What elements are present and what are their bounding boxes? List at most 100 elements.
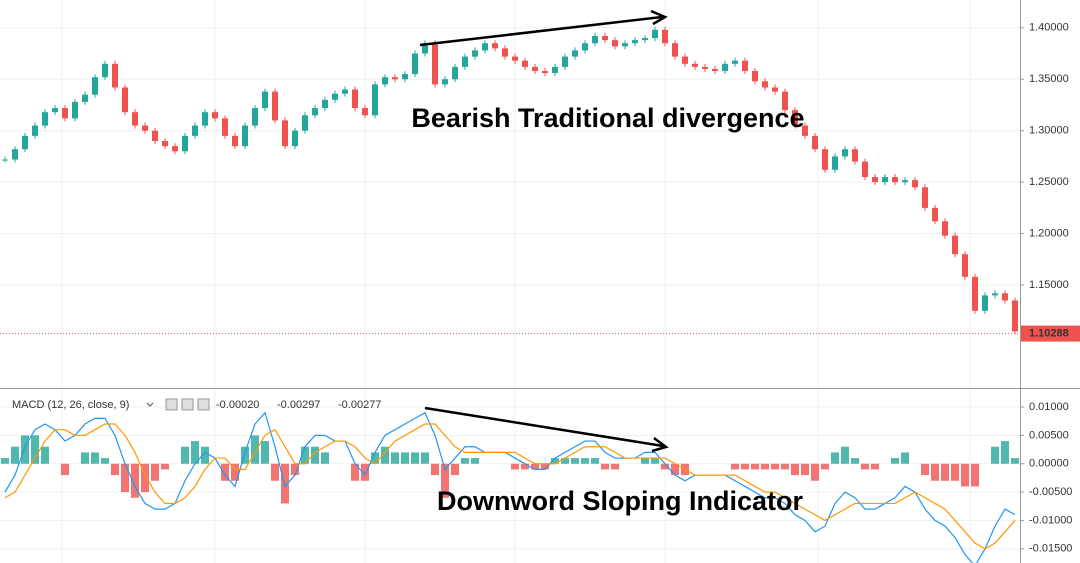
macd-line xyxy=(4,411,1016,563)
histogram-bar xyxy=(651,458,659,464)
histogram-bar xyxy=(811,463,819,481)
macd-title: MACD (12, 26, close, 9) xyxy=(12,399,129,411)
histogram-bar xyxy=(791,463,799,476)
candle-body xyxy=(772,87,778,92)
candle-body xyxy=(412,53,418,75)
histogram-bar xyxy=(421,452,429,464)
candle-body xyxy=(202,112,208,126)
candle-body xyxy=(342,89,348,94)
candle-body xyxy=(812,135,818,150)
candle-body xyxy=(422,43,428,54)
candle-body xyxy=(502,48,508,57)
candle-body xyxy=(822,149,828,170)
histogram-bar xyxy=(821,463,829,470)
candle-body xyxy=(302,115,308,131)
candle-body xyxy=(362,108,368,116)
candle-body xyxy=(1012,300,1018,332)
histogram-bar xyxy=(591,458,599,464)
candle-body xyxy=(222,118,228,136)
candle-body xyxy=(902,180,908,183)
candle-body xyxy=(742,60,748,72)
histogram-bar xyxy=(671,463,679,476)
candle-body xyxy=(12,149,18,160)
histogram-bar xyxy=(271,463,279,481)
candle-body xyxy=(952,235,958,255)
histogram-bar xyxy=(901,452,909,464)
histogram-bar xyxy=(41,446,49,464)
histogram-bar xyxy=(831,452,839,464)
candle-body xyxy=(402,74,408,80)
candle-body xyxy=(732,60,738,64)
candle-body xyxy=(232,135,238,147)
histogram-bar xyxy=(451,463,459,476)
histogram-bar xyxy=(991,446,999,464)
candle-body xyxy=(882,177,888,183)
histogram-bar xyxy=(561,458,569,464)
candle-body xyxy=(62,108,68,119)
candle-body xyxy=(242,125,248,147)
candle-body xyxy=(22,135,28,150)
candle-body xyxy=(922,187,928,208)
candle-body xyxy=(472,50,478,57)
candle-body xyxy=(832,156,838,170)
histogram-bar xyxy=(11,446,19,464)
candle-body xyxy=(162,140,168,147)
histogram-bar xyxy=(891,458,899,464)
histogram-bar xyxy=(101,458,109,464)
y-tick-label: 1.40000 xyxy=(1029,22,1069,34)
candle-body xyxy=(702,66,708,69)
histogram-bar xyxy=(531,463,539,470)
histogram-bar xyxy=(751,463,759,470)
settings-icon[interactable] xyxy=(165,398,178,411)
candle-body xyxy=(332,93,338,100)
close-icon[interactable] xyxy=(197,398,210,411)
histogram-bar xyxy=(391,452,399,464)
indicator-annotation: Downword Sloping Indicator xyxy=(437,486,803,516)
histogram-bar xyxy=(151,463,159,481)
histogram-bar xyxy=(201,446,209,464)
candle-body xyxy=(492,43,498,49)
candle-body xyxy=(962,254,968,277)
histogram-bar xyxy=(321,452,329,464)
candle-body xyxy=(762,81,768,88)
candle-body xyxy=(182,135,188,152)
signal-line xyxy=(4,423,1016,550)
histogram-bar xyxy=(611,463,619,470)
candle-body xyxy=(122,87,128,113)
histogram-bar xyxy=(601,463,609,470)
candle-body xyxy=(862,161,868,178)
histogram-bar xyxy=(761,463,769,470)
histogram-bar xyxy=(741,463,749,470)
format-icon[interactable] xyxy=(181,398,194,411)
candle-body xyxy=(602,36,608,41)
y-tick-label: 1.35000 xyxy=(1029,73,1069,85)
candle-body xyxy=(432,43,438,85)
candle-body xyxy=(152,130,158,141)
candle-body xyxy=(892,177,898,183)
histogram-bar xyxy=(131,463,139,498)
candle-body xyxy=(522,60,528,67)
candle-body xyxy=(292,130,298,147)
last-price-tag xyxy=(1021,325,1080,342)
candle-body xyxy=(1002,293,1008,301)
histogram-bar xyxy=(1001,441,1009,464)
histogram-bar xyxy=(961,463,969,487)
histogram-bar xyxy=(121,463,129,493)
candle-body xyxy=(632,40,638,44)
histogram-bar xyxy=(411,452,419,464)
y-tick-label: 1.30000 xyxy=(1029,125,1069,137)
candle-body xyxy=(542,71,548,74)
histogram-bar xyxy=(851,458,859,464)
histogram-bar xyxy=(261,441,269,464)
candle-body xyxy=(92,77,98,95)
candle-body xyxy=(842,149,848,157)
dropdown-icon[interactable] xyxy=(146,402,154,407)
y-tick-label: 0.00500 xyxy=(1029,429,1069,441)
histogram-readout: -0.00020 xyxy=(216,399,259,411)
histogram-bar xyxy=(221,463,229,481)
histogram-bar xyxy=(441,463,449,498)
y-tick-label: -0.00500 xyxy=(1029,486,1072,498)
candle-body xyxy=(42,112,48,126)
candle-body xyxy=(652,29,658,39)
